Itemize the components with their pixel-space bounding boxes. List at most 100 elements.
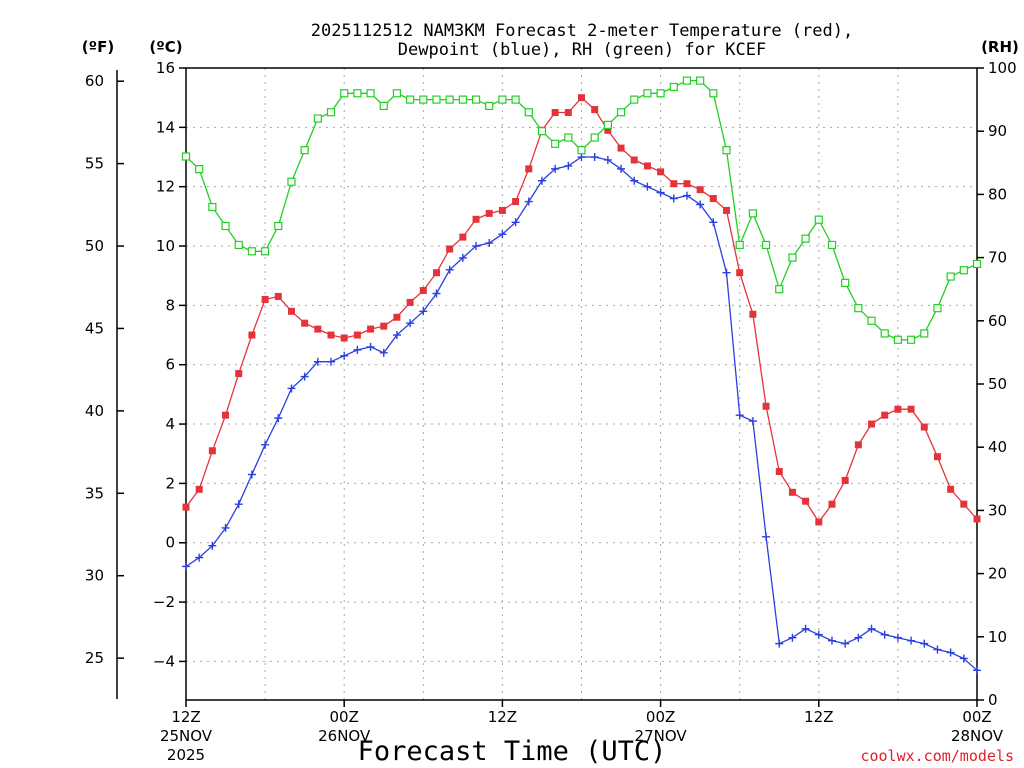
celsius-tick-label: 0 xyxy=(165,534,175,552)
dewpoint-point xyxy=(379,348,388,357)
rh-point xyxy=(261,247,270,256)
fahrenheit-tick-label: 50 xyxy=(85,237,104,255)
rh-point xyxy=(340,89,349,98)
celsius-tick-label: 16 xyxy=(156,59,175,77)
dewpoint-point xyxy=(893,633,902,642)
rh-point xyxy=(656,89,665,98)
temperature-point xyxy=(380,322,388,330)
temperature-point xyxy=(248,331,256,339)
rh-tick-label: 30 xyxy=(988,501,1007,519)
temperature-point xyxy=(617,144,625,152)
rh-point xyxy=(867,316,876,325)
dewpoint-point xyxy=(709,218,718,227)
x-tick-time: 00Z xyxy=(330,708,359,726)
rh-point xyxy=(827,240,837,250)
rh-point xyxy=(603,120,612,129)
dewpoint-point xyxy=(762,532,771,541)
temperature-point xyxy=(525,165,533,173)
rh-point xyxy=(880,329,889,338)
dewpoint-point xyxy=(682,191,691,200)
rh-point xyxy=(511,95,520,104)
dewpoint-point xyxy=(274,414,283,423)
rh-point xyxy=(485,101,494,111)
fahrenheit-tick-label: 35 xyxy=(85,484,104,502)
rh-point xyxy=(696,76,705,85)
rh-point xyxy=(537,127,547,136)
dewpoint-point xyxy=(735,411,744,420)
x-tick-year: 2025 xyxy=(167,746,205,764)
temperature-point xyxy=(353,331,361,339)
celsius-tick-label: 2 xyxy=(165,474,175,492)
dewpoint-point xyxy=(498,230,507,239)
temperature-point xyxy=(920,423,928,431)
rh-point xyxy=(841,278,850,287)
dewpoint-point xyxy=(656,188,665,197)
rh-point xyxy=(643,89,652,98)
rh-point xyxy=(616,108,626,117)
rh-tick-label: 10 xyxy=(988,628,1007,646)
rh-point xyxy=(722,146,731,155)
temperature-point xyxy=(274,292,282,300)
axes xyxy=(116,67,984,707)
temperature-point xyxy=(775,468,783,476)
temperature-point xyxy=(512,198,520,206)
celsius-tick-label: −4 xyxy=(153,652,175,670)
rh-tick-label: 0 xyxy=(988,691,998,709)
temperature-point xyxy=(261,295,269,303)
temperature-point xyxy=(498,206,506,214)
data-series xyxy=(181,76,982,675)
rh-point xyxy=(775,285,784,294)
dewpoint-point xyxy=(841,639,850,648)
dewpoint-point xyxy=(577,153,586,162)
rh-unit-label: (RH) xyxy=(981,38,1019,56)
fahrenheit-tick-label: 55 xyxy=(85,155,104,173)
temperature-point xyxy=(723,206,731,214)
dewpoint-point xyxy=(419,307,428,316)
rh-tick-label: 50 xyxy=(988,375,1007,393)
temperature-point xyxy=(854,441,862,449)
rh-point xyxy=(313,114,322,123)
rh-tick-label: 40 xyxy=(988,438,1007,456)
chart-title-line2: Dewpoint (blue), RH (green) for KCEF xyxy=(398,40,766,60)
rh-point xyxy=(709,89,718,98)
temperature-point xyxy=(222,411,230,419)
rh-point xyxy=(300,146,309,155)
dewpoint-point xyxy=(327,357,336,366)
temperature-point xyxy=(287,307,295,315)
rh-point xyxy=(972,259,982,269)
fahrenheit-tick-label: 40 xyxy=(85,402,104,420)
temperature-point xyxy=(960,500,968,508)
temperature-point xyxy=(749,310,757,318)
chart-title-line1: 2025112512 NAM3KM Forecast 2-meter Tempe… xyxy=(311,21,853,41)
rh-point xyxy=(893,335,903,344)
dewpoint-point xyxy=(247,470,256,479)
rh-point xyxy=(432,95,441,104)
rh-tick-label: 100 xyxy=(988,59,1017,77)
rh-tick-label: 90 xyxy=(988,122,1007,140)
series-plus-group xyxy=(182,153,981,675)
temperature-point xyxy=(301,319,309,327)
dewpoint-point xyxy=(287,384,296,393)
temperature-point xyxy=(696,186,704,194)
celsius-tick-label: 4 xyxy=(165,415,175,433)
rh-point xyxy=(392,89,402,98)
dewpoint-point xyxy=(524,197,533,206)
temperature-point xyxy=(894,405,902,413)
dewpoint-point xyxy=(234,500,243,509)
rh-point xyxy=(946,272,955,281)
dewpoint-point xyxy=(261,440,270,449)
dewpoint-point xyxy=(458,253,467,262)
dewpoint-point xyxy=(748,417,757,426)
rh-point xyxy=(498,95,507,104)
temperature-point xyxy=(314,325,322,333)
rh-point xyxy=(287,177,296,186)
temperature-point xyxy=(327,331,335,339)
celsius-unit-label: (ºC) xyxy=(149,38,182,56)
rh-tick-label: 70 xyxy=(988,249,1007,267)
rh-point xyxy=(682,76,692,85)
rh-point xyxy=(748,209,757,218)
temperature-point xyxy=(235,370,243,378)
dewpoint-point xyxy=(406,319,415,328)
series-open-square-group xyxy=(181,76,982,344)
